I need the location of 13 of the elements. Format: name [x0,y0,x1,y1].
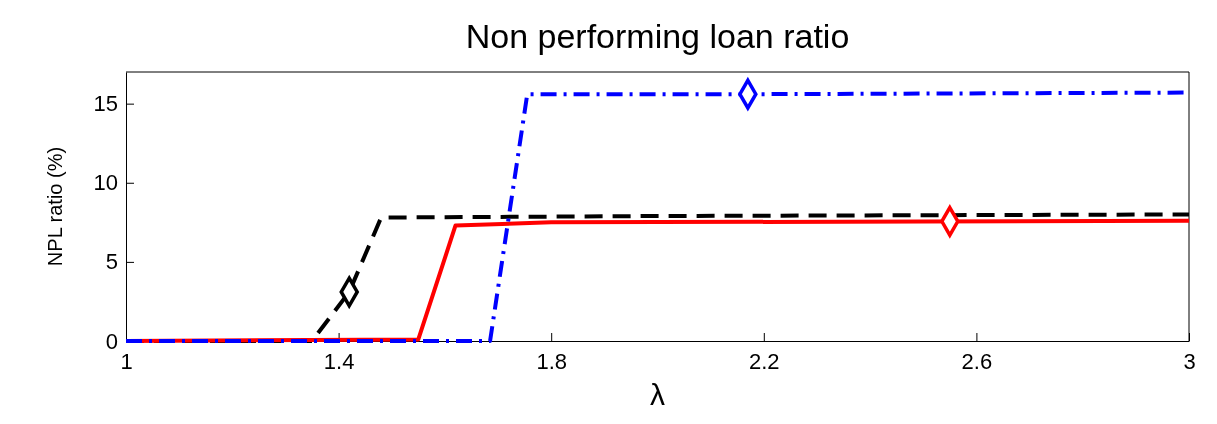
x-tick-label: 1.8 [536,348,567,374]
x-tick-label: 2.6 [961,348,993,374]
x-tick-label: 3 [1183,348,1196,374]
x-tick-label: 2.2 [749,348,780,374]
y-tick-label: 15 [93,91,118,117]
y-tick-label: 10 [93,170,118,196]
y-axis-title: NPL ratio (%) [44,146,66,267]
chart-title: Non performing loan ratio [465,17,850,55]
y-tick-label: 5 [105,249,118,275]
y-tick-label: 0 [105,328,118,354]
x-tick-label: 1.4 [323,348,355,374]
x-tick-label: 1 [120,348,133,374]
x-axis-title: λ [650,378,665,411]
